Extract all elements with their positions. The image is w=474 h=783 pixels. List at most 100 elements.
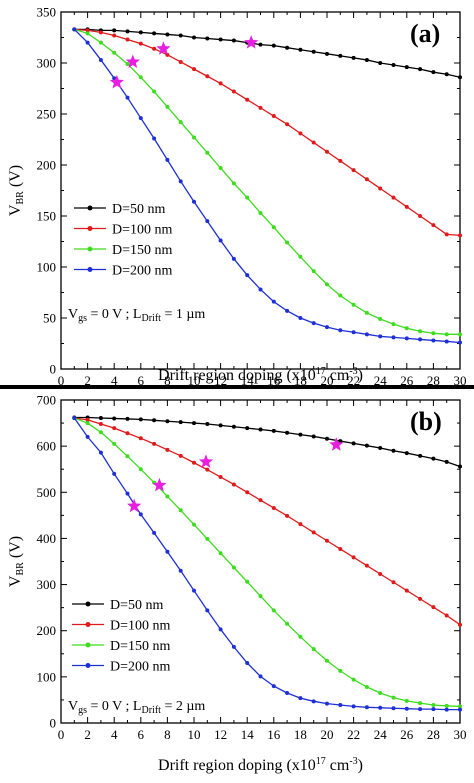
x-tick-label: 8 [164,373,171,388]
y-tick-label: 50 [43,311,56,326]
data-point [431,605,436,610]
x-tick-label: 16 [267,373,281,388]
data-point [192,421,196,426]
legend-label: D=50 nm [110,598,164,613]
data-point [418,707,423,712]
data-point [311,699,316,704]
data-point [378,317,383,322]
data-point [418,214,423,218]
x-tick-label: 18 [294,727,307,742]
data-point [458,340,462,345]
x-tick-label: 6 [138,727,145,742]
data-point [298,696,303,701]
data-point [298,47,303,52]
data-point [378,571,383,576]
data-point [178,33,183,38]
data-point [218,37,223,42]
y-tick-label: 350 [37,5,57,20]
data-point [364,177,369,182]
data-point [351,55,356,60]
data-point [364,443,369,448]
data-point [404,588,409,593]
y-tick-label: 100 [37,669,57,684]
data-point [231,89,236,94]
data-point [112,426,117,431]
data-point [285,240,290,245]
data-point [418,67,423,72]
x-tick-label: 30 [454,727,467,742]
data-point [192,588,196,593]
data-point [364,563,369,568]
data-point [298,522,303,527]
star-marker [127,498,142,513]
data-point [258,105,263,110]
y-tick-label: 700 [37,393,57,408]
data-point [391,695,396,700]
data-point [98,30,103,35]
annotation: Vgs = 0 V ; LDrift = 1 µm [68,307,205,324]
data-point [378,186,383,191]
data-point [285,430,290,435]
data-point [458,75,462,80]
data-point [205,74,210,79]
panel-label: (b) [410,407,442,436]
data-point [112,416,117,421]
series-line [74,416,461,468]
legend-marker [87,246,93,252]
data-point [378,334,383,339]
data-point [98,40,103,45]
x-tick-label: 20 [321,373,334,388]
data-point [112,471,117,476]
legend-label: D=150 nm [110,639,171,654]
data-point [391,335,396,340]
data-point [404,204,409,209]
legend-marker [85,622,91,627]
star-marker [156,41,171,55]
y-tick-label: 300 [37,577,57,592]
data-point [98,415,103,420]
data-point [125,62,130,67]
data-point [285,45,290,50]
x-tick-label: 26 [400,373,414,388]
data-point [165,104,170,109]
data-point [205,467,210,472]
data-point [125,37,130,42]
data-point [245,490,250,495]
data-point [378,705,383,710]
data-point [258,42,263,47]
data-point [205,219,210,224]
x-tick-label: 14 [241,373,255,388]
data-point [125,431,130,436]
data-point [391,322,396,327]
data-point [218,551,223,556]
data-point [458,707,462,712]
panel-label: (a) [410,19,440,48]
y-tick-label: 100 [37,260,57,275]
data-point [285,308,290,313]
data-point [325,149,329,154]
panel-divider [0,385,474,389]
legend-label: D=150 nm [112,243,173,258]
data-point [364,332,369,337]
data-point [231,565,236,570]
data-point [165,157,170,162]
data-point [391,195,396,200]
y-tick-label: 200 [37,158,57,173]
data-point [311,647,316,652]
y-tick-label: 150 [37,209,57,224]
legend-label: D=200 nm [112,264,173,279]
data-point [378,61,383,65]
data-point [431,338,436,343]
y-tick-label: 300 [37,56,57,71]
annotation: Vgs = 0 V ; LDrift = 2 µm [68,699,205,716]
data-point [178,568,183,573]
x-tick-label: 28 [427,373,440,388]
data-point [72,415,77,420]
data-point [271,505,276,510]
data-point [364,310,369,315]
data-point [338,547,343,552]
y-axis-title: VBR (V) [7,536,26,587]
legend-marker [85,601,91,607]
star-marker [329,437,344,451]
